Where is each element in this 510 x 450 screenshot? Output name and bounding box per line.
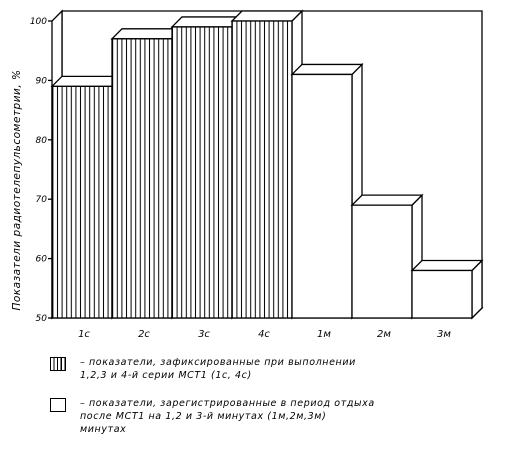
x-tick-label: 1м [317,329,331,340]
bar-front [51,85,113,319]
bar-front [111,38,173,319]
bar-front [351,204,413,319]
legend-text-line: после МСТ1 на 1,2 и 3-й минутах (1м,2м,3… [80,411,327,422]
legend-text-line: минутах [80,424,127,435]
bar-front [231,20,293,319]
legend-text-line: – показатели, зарегистрированные в перио… [80,398,375,409]
x-tick-label: 4c [258,329,270,340]
legend-swatch-empty [50,398,66,412]
y-tick-label: 90 [36,76,48,86]
bars [50,9,484,320]
x-tick-label: 1c [78,329,90,340]
bar-front [171,26,233,319]
bar-front [291,73,353,319]
bar-top [230,10,304,22]
bar-chart: 50 60 70 80 90 100 1c 2c 3c 4c 1м 2м 3м Показатели р… [11,9,484,340]
y-axis-label: Показатели радиотелепульсометрии, % [11,69,23,310]
legend-text-line: – показатели, зафиксированные при выполн… [80,357,356,368]
x-tick-label: 2м [377,329,391,340]
x-tick-label: 2c [138,329,150,340]
bar-top [350,194,424,206]
bar-3м [410,258,484,320]
axes: 50 60 70 80 90 100 1c 2c 3c 4c 1м 2м 3м [30,17,452,340]
bar-front [411,269,473,319]
y-tick-label: 100 [30,17,47,27]
bar-1c [50,74,124,320]
legend-item-empty: – показатели, зарегистрированные в перио… [50,397,490,436]
bar-top [290,63,364,76]
legend-item-hatched: – показатели, зафиксированные при выполн… [50,356,490,382]
x-tick-label: 3м [437,329,451,340]
y-tick-label: 80 [36,136,48,146]
y-tick-label: 70 [36,195,48,205]
y-tick-label: 60 [36,255,48,265]
x-tick-label: 3c [198,329,210,340]
legend-text-line: 1,2,3 и 4-й серии МСТ1 (1с, 4с) [80,370,252,381]
y-tick-label: 50 [36,314,48,324]
legend-swatch-hatched [50,357,66,371]
bar-1м [290,62,364,320]
bar-top [410,259,484,272]
